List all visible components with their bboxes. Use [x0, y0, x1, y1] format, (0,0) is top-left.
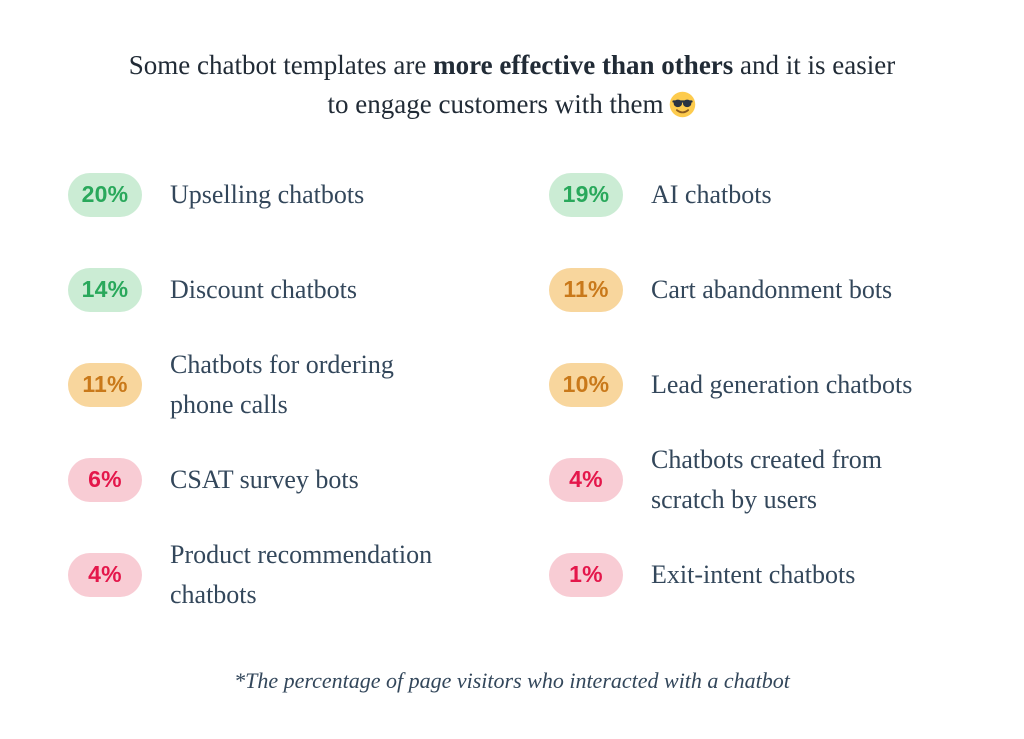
percentage-badge: 4% — [68, 552, 142, 597]
title-prefix: Some chatbot templates are — [128, 50, 434, 80]
percentage-badge: 14% — [68, 267, 142, 312]
stats-column-right: 19% AI chatbots 11% Cart abandonment bot… — [549, 147, 1024, 622]
footnote: *The percentage of page visitors who int… — [234, 668, 790, 693]
percentage-badge: 20% — [68, 172, 142, 217]
title-line2: to engage customers with them — [327, 89, 664, 119]
page-title: Some chatbot templates are more effectiv… — [52, 0, 972, 129]
stat-label: Upselling chatbots — [170, 179, 365, 209]
stat-item-right-5: 1% Exit-intent chatbots — [549, 527, 1024, 622]
percentage-badge: 6% — [68, 457, 142, 502]
percentage-badge: 11% — [549, 267, 623, 312]
percentage-badge: 4% — [549, 457, 623, 502]
stat-label: AI chatbots — [651, 179, 772, 209]
stat-label: Chatbots created from scratch by users — [651, 444, 883, 514]
stats-grid: 20% Upselling chatbots 14% Discount chat… — [0, 147, 1024, 622]
percentage-badge: 11% — [68, 362, 142, 407]
stat-item-left-1: 20% Upselling chatbots — [68, 147, 549, 242]
percentage-badge: 10% — [549, 362, 623, 407]
stat-item-left-2: 14% Discount chatbots — [68, 242, 549, 337]
stat-label: Cart abandonment bots — [651, 274, 893, 304]
stat-label: Chatbots for ordering phone calls — [170, 349, 394, 419]
stat-label: Lead generation chatbots — [651, 369, 913, 399]
stat-label: CSAT survey bots — [170, 464, 359, 494]
stat-label: Discount chatbots — [170, 274, 358, 304]
sunglasses-emoji-icon — [669, 90, 696, 129]
stat-item-left-4: 6% CSAT survey bots — [68, 432, 549, 527]
title-suffix: and it is easier — [733, 50, 896, 80]
stat-item-right-3: 10% Lead generation chatbots — [549, 337, 1024, 432]
percentage-badge: 1% — [549, 552, 623, 597]
stat-label: Exit-intent chatbots — [651, 559, 856, 589]
stat-item-right-4: 4% Chatbots created from scratch by user… — [549, 432, 1024, 527]
title-bold-phrase: more effective than others — [433, 50, 734, 80]
stat-item-left-3: 11% Chatbots for ordering phone calls — [68, 337, 549, 432]
stats-column-left: 20% Upselling chatbots 14% Discount chat… — [68, 147, 549, 622]
percentage-badge: 19% — [549, 172, 623, 217]
stat-label: Product recommendation chatbots — [170, 539, 433, 609]
stat-item-left-5: 4% Product recommendation chatbots — [68, 527, 549, 622]
stat-item-right-1: 19% AI chatbots — [549, 147, 1024, 242]
stat-item-right-2: 11% Cart abandonment bots — [549, 242, 1024, 337]
